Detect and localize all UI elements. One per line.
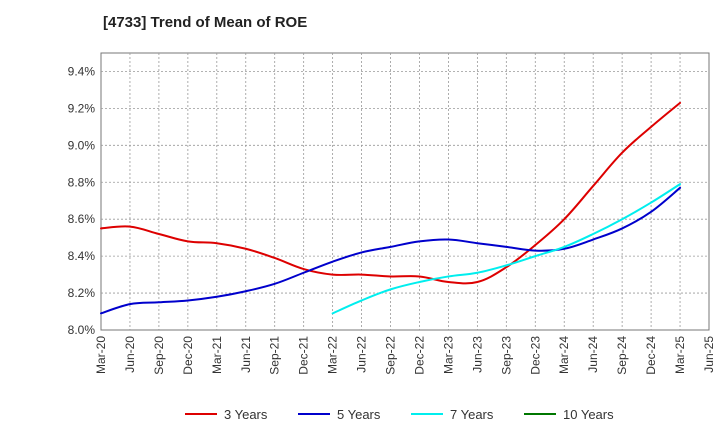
legend-label: 10 Years [563,407,614,422]
x-tick-label: Dec-21 [297,336,311,375]
legend-item: 3 Years [185,407,268,422]
legend-item: 10 Years [524,407,614,422]
x-tick-label: Jun-22 [355,336,369,373]
x-tick-label: Jun-20 [123,336,137,373]
axes: Mar-20 Jun-20 Sep-20 Dec-20 Mar-21 Jun-21 Sep-… [68,64,716,374]
x-tick-label: Mar-23 [441,336,455,374]
legend-item: 5 Years [298,407,381,422]
y-tick-label: 9.0% [68,138,96,152]
legend-label: 3 Years [224,407,268,422]
x-tick-label: Dec-22 [412,336,426,375]
y-tick-label: 8.2% [68,286,96,300]
x-tick-label: Jun-25 [702,336,716,373]
x-tick-label: Jun-21 [239,336,253,373]
x-tick-label: Dec-20 [181,336,195,375]
x-tick-label: Mar-20 [94,336,108,374]
x-tick-label: Mar-21 [210,336,224,374]
x-tick-label: Dec-23 [528,336,542,375]
x-tick-label: Sep-22 [384,336,398,375]
legend-item: 7 Years [411,407,494,422]
y-tick-label: 9.4% [68,64,96,78]
x-tick-label: Sep-24 [615,336,629,375]
y-tick-label: 9.2% [68,101,96,115]
y-tick-label: 8.6% [68,212,96,226]
series-lines [100,101,682,315]
x-tick-label: Sep-20 [152,336,166,375]
y-tick-label: 8.4% [68,249,96,263]
y-tick-label: 8.8% [68,175,96,189]
x-tick-label: Jun-24 [586,336,600,373]
x-tick-label: Sep-21 [268,336,282,375]
x-tick-label: Dec-24 [644,336,658,375]
legend-label: 5 Years [337,407,381,422]
x-tick-label: Mar-25 [673,336,687,374]
legend-label: 7 Years [450,407,494,422]
x-tick-label: Jun-23 [470,336,484,373]
x-tick-label: Mar-24 [557,336,571,374]
x-tick-label: Sep-23 [499,336,513,375]
series-line-3-years [100,101,682,285]
plot-frame [100,52,710,331]
series-line-7-years [331,183,682,315]
x-tick-label: Mar-22 [326,336,340,374]
chart-title: [4733] Trend of Mean of ROE [103,14,308,31]
legend: 3 Years 5 Years 7 Years 10 Years [185,407,614,422]
series-line-5-years [100,186,682,315]
y-tick-label: 8.0% [68,323,96,337]
grid [100,52,710,331]
